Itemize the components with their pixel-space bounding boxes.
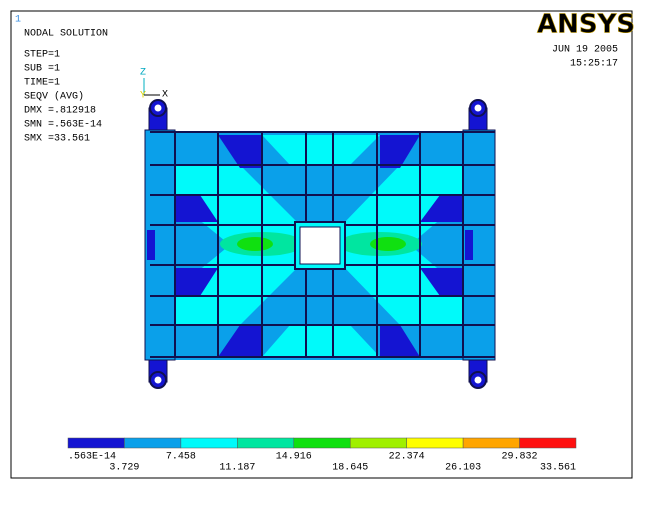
lug-hole (474, 376, 482, 384)
legend-swatch (293, 437, 351, 449)
contour-region (147, 230, 155, 260)
hole (299, 226, 341, 265)
contour-region (175, 195, 218, 222)
legend-swatch (406, 437, 464, 449)
logo: ANSYS (537, 10, 635, 40)
contour-region (262, 325, 380, 357)
model (144, 99, 496, 389)
status-line: SUB =1 (24, 64, 60, 75)
axis-triad: Z Y X (140, 68, 168, 102)
legend-label: 22.374 (389, 452, 425, 463)
legend-swatch (67, 437, 125, 449)
legend-label: 11.187 (219, 463, 255, 474)
contour-region (370, 237, 406, 251)
legend-label: 7.458 (166, 452, 196, 463)
contour-region (237, 237, 273, 251)
contour-region (175, 268, 218, 296)
time: 15:25:17 (570, 59, 618, 70)
window-number: 1 (15, 15, 21, 26)
contour-region (420, 268, 463, 296)
contour-region (380, 325, 420, 357)
lug-hole (154, 104, 162, 112)
legend-swatch (180, 437, 238, 449)
contour-region (218, 135, 262, 168)
legend-label: 18.645 (332, 463, 368, 474)
contour-region (465, 230, 473, 260)
status-line: TIME=1 (24, 78, 60, 89)
legend-label: 26.103 (445, 463, 481, 474)
plot-title: NODAL SOLUTION (24, 29, 108, 40)
status-line: DMX =.812918 (24, 106, 96, 117)
contour-region (380, 135, 420, 168)
legend-label: 3.729 (109, 463, 139, 474)
legend-label: .563E-14 (68, 452, 116, 463)
contour-region (218, 325, 262, 357)
legend-swatch (462, 437, 520, 449)
y-label: Y (140, 91, 146, 102)
lug-hole (154, 376, 162, 384)
legend-swatch (349, 437, 407, 449)
legend-label: 33.561 (540, 463, 576, 474)
status-line: SMN =.563E-14 (24, 120, 102, 131)
legend-label: 14.916 (276, 452, 312, 463)
legend: .563E-143.729 7.458 11.187 14.916 18.645 22.3… (67, 437, 577, 474)
lug-hole (474, 104, 482, 112)
contour-region (420, 195, 463, 222)
status-line: SEQV (AVG) (24, 91, 84, 103)
legend-swatch (237, 437, 295, 449)
legend-label: 29.832 (502, 452, 538, 463)
side-column (462, 129, 496, 361)
contour-region (262, 135, 380, 165)
date: JUN 19 2005 (552, 45, 618, 56)
status-line: SMX =33.561 (24, 134, 90, 145)
z-label: Z (140, 68, 146, 79)
x-label: X (162, 90, 168, 101)
legend-swatch (519, 437, 577, 449)
legend-swatch (124, 437, 182, 449)
status-line: STEP=1 (24, 50, 60, 61)
